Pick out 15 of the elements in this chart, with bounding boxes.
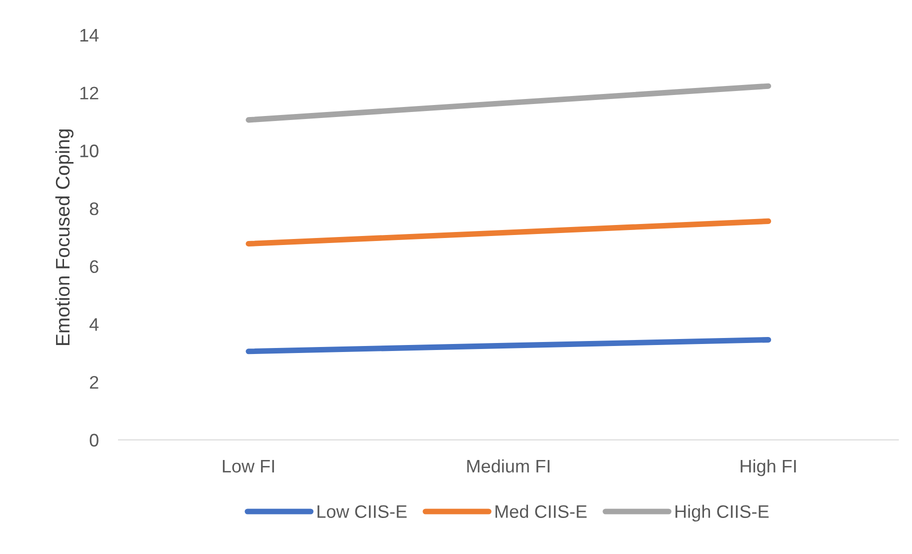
legend-label: Low CIIS-E — [318, 505, 407, 518]
x-tick-label: Medium FI — [467, 459, 550, 473]
y-axis-title: Emotion Focused Coping — [55, 129, 74, 345]
y-tick-label: 6 — [90, 260, 98, 274]
y-tick-label: 8 — [90, 202, 98, 216]
y-tick-label: 0 — [90, 434, 98, 447]
legend-label: Med CIIS-E — [496, 504, 587, 518]
y-tick-label: 10 — [80, 144, 98, 158]
x-tick-label: High FI — [740, 459, 796, 476]
x-tick-label: Low FI — [222, 460, 274, 473]
y-tick-label: 4 — [89, 318, 99, 331]
legend-label: High CIIS-E — [676, 504, 769, 522]
y-tick-label: 2 — [90, 376, 98, 389]
y-tick-label: 12 — [80, 86, 98, 100]
y-tick-label: 14 — [80, 29, 99, 42]
